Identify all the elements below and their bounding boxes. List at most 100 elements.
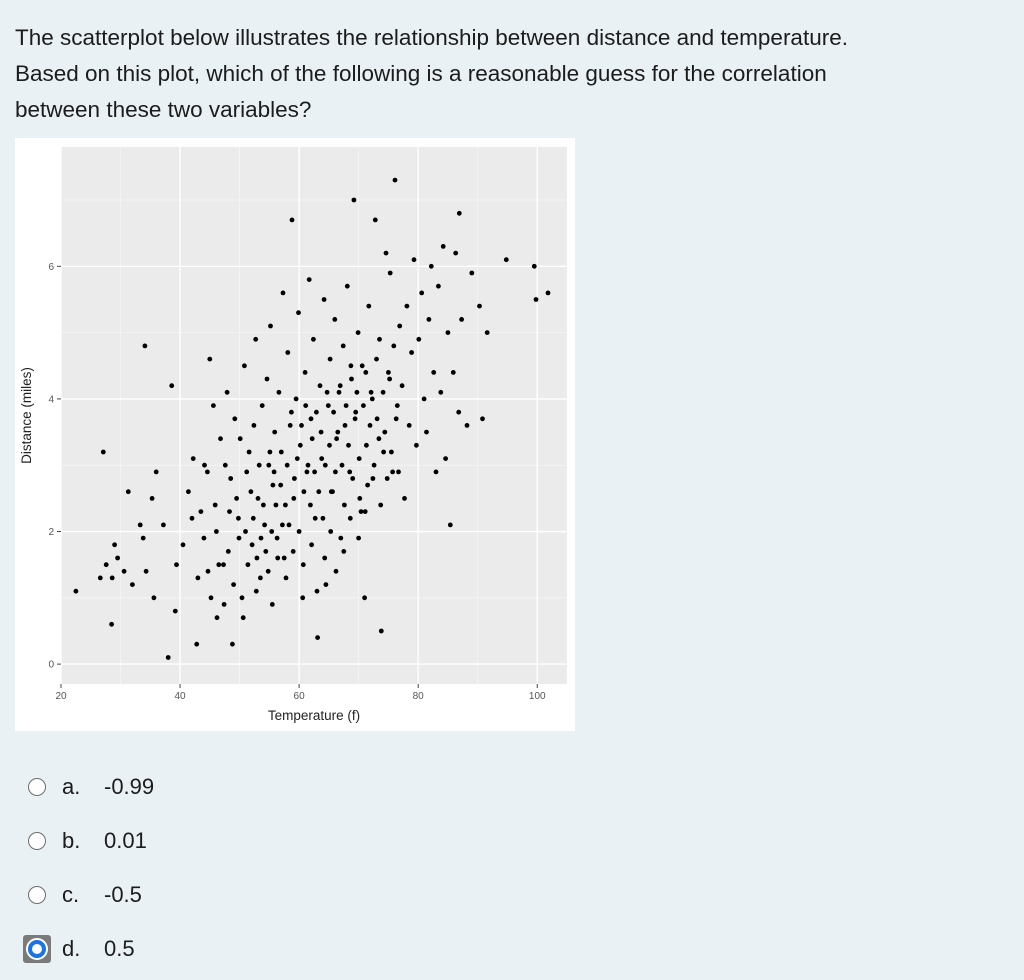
data-point [376, 436, 382, 442]
data-point [308, 416, 314, 422]
x-tick-label: 60 [294, 691, 306, 702]
data-point [151, 595, 157, 601]
data-point [239, 595, 245, 601]
data-point [265, 568, 271, 574]
data-point [347, 469, 353, 475]
option-b[interactable]: b. 0.01 [28, 824, 288, 858]
data-point [246, 449, 252, 455]
data-point [130, 582, 135, 587]
data-point [283, 502, 288, 508]
data-point [335, 429, 341, 435]
radio-button[interactable] [28, 832, 46, 850]
data-point [301, 489, 307, 495]
radio-button[interactable] [28, 886, 46, 904]
y-tick-label: 2 [48, 527, 54, 538]
data-point [149, 496, 155, 501]
data-point [314, 588, 320, 594]
data-point [378, 628, 384, 634]
data-point [245, 562, 251, 568]
data-point [321, 297, 327, 302]
data-point [314, 409, 319, 415]
data-point [428, 263, 434, 269]
data-point [269, 602, 275, 607]
data-point [322, 555, 328, 561]
data-point [258, 575, 263, 581]
radio-button-selected[interactable] [26, 938, 48, 960]
data-point [344, 283, 350, 289]
data-point [337, 383, 343, 389]
data-point [443, 456, 448, 461]
data-point [374, 416, 380, 422]
data-point [228, 476, 234, 481]
y-axis-label: Distance (miles) [19, 367, 34, 464]
data-point [438, 389, 444, 395]
data-point [447, 522, 453, 528]
radio-button[interactable] [28, 778, 46, 796]
data-point [328, 529, 334, 534]
data-point [377, 336, 382, 342]
data-point [137, 522, 143, 528]
data-point [205, 469, 210, 475]
data-point [231, 582, 237, 587]
data-point [251, 423, 257, 428]
data-point [115, 555, 120, 561]
data-point [289, 217, 295, 223]
data-point [278, 449, 284, 455]
data-point [311, 336, 316, 342]
data-point [297, 442, 303, 448]
data-point [312, 469, 317, 475]
data-point [340, 343, 346, 349]
data-point [319, 456, 325, 461]
data-point [289, 409, 294, 415]
data-point [303, 403, 309, 408]
data-point [320, 515, 326, 521]
data-point [214, 529, 219, 534]
data-point [172, 608, 178, 614]
data-point [256, 462, 262, 468]
data-point [269, 529, 275, 534]
data-point [180, 542, 186, 548]
data-point [378, 502, 384, 508]
data-point [342, 423, 348, 428]
data-point [357, 496, 363, 501]
data-point [381, 449, 386, 455]
x-tick-label: 20 [55, 691, 67, 702]
y-tick-label: 0 [48, 660, 54, 671]
data-point [299, 423, 304, 428]
data-point [198, 509, 204, 514]
data-point [285, 350, 291, 355]
data-point [280, 290, 286, 296]
data-point [315, 635, 320, 640]
x-axis-label: Temperature (f) [268, 708, 360, 723]
data-point [255, 496, 261, 501]
data-point [109, 621, 114, 627]
data-point [404, 303, 410, 309]
data-point [380, 389, 386, 395]
data-point [286, 522, 292, 528]
data-point [240, 615, 246, 621]
data-point [305, 462, 311, 468]
data-point [456, 409, 462, 415]
data-point [327, 356, 333, 362]
data-point [230, 641, 235, 647]
data-point [356, 535, 361, 541]
data-point [424, 429, 429, 435]
data-point [370, 476, 376, 481]
data-point [112, 542, 117, 548]
data-point [249, 542, 255, 548]
data-point [362, 509, 368, 514]
data-point [254, 555, 260, 561]
data-point [174, 562, 179, 568]
option-c[interactable]: c. -0.5 [28, 878, 288, 912]
plot-panel [61, 147, 567, 684]
data-point [341, 549, 347, 554]
data-point [222, 462, 228, 468]
data-point [278, 482, 284, 488]
data-point [352, 416, 358, 422]
data-point [503, 257, 509, 263]
option-a[interactable]: a. -0.99 [28, 770, 288, 804]
option-d[interactable]: d. 0.5 [23, 932, 288, 966]
data-point [292, 476, 297, 481]
data-point [312, 515, 318, 521]
data-point [224, 389, 230, 395]
